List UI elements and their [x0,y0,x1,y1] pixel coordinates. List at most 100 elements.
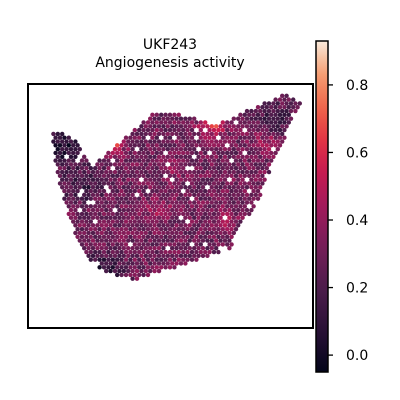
spot [236,177,241,182]
spot [174,261,179,266]
spot [82,223,87,228]
spot [251,188,256,194]
spot [137,135,142,140]
spot [242,112,247,118]
spot [143,177,148,182]
spot [112,177,118,182]
spot [231,162,236,167]
spot [143,139,148,144]
spot [172,249,177,255]
spot [249,207,254,213]
spot [97,257,102,262]
spot [260,105,265,110]
spot [187,131,192,137]
spot [196,192,201,198]
spot [148,207,153,213]
spot [55,146,60,152]
spot [242,173,247,179]
spot [145,257,151,262]
spot [141,150,146,156]
spot [189,181,195,186]
spot [150,127,155,133]
spot [139,261,144,266]
spot [198,150,203,156]
spot [187,200,192,205]
spot [141,120,146,125]
spot [178,230,184,236]
spot [130,154,135,159]
spot [126,215,131,220]
spot [170,139,175,144]
spot [159,249,164,255]
spot [99,230,105,236]
spot [126,223,131,228]
spot [211,204,217,209]
spot [156,154,162,159]
spot [161,215,166,220]
spot [277,105,283,110]
spot [106,181,111,186]
spot [152,146,157,152]
spot [134,230,140,236]
spot [90,230,96,236]
spot [172,234,177,239]
spot [126,268,131,274]
spot [104,162,109,167]
spot [95,238,100,243]
spot [137,166,142,171]
spot [68,169,74,175]
spot [286,105,291,110]
spot [187,207,192,213]
spot [128,272,133,278]
spot [108,177,113,182]
spot [108,223,113,228]
spot [71,181,76,186]
spot [132,135,137,140]
spot [88,166,94,171]
spot [194,188,199,194]
spot [231,146,236,152]
spot [209,207,214,213]
spot [174,146,179,152]
spot [249,169,254,175]
spot [181,135,186,140]
spot [242,166,247,171]
spot [154,196,159,201]
spot [211,173,217,179]
spot [132,272,137,278]
spot [161,223,166,228]
spot [271,139,276,144]
spot [271,101,276,106]
spot [216,226,221,232]
spot [251,196,256,201]
spot-layer [51,93,302,281]
spot [145,127,151,133]
spot [181,181,186,186]
spot [205,246,210,251]
spot [196,177,201,182]
spot [187,238,192,243]
spot [126,200,131,205]
spot [178,139,184,144]
spot [209,162,214,167]
spot [200,215,206,220]
spot [112,185,118,190]
spot [68,215,74,220]
spot [132,265,137,270]
spot [101,196,107,201]
spot [163,196,168,201]
spot [227,207,232,213]
colorbar-tick-label: 0.6 [346,145,368,161]
spot [84,196,89,201]
spot [291,105,296,110]
spot [271,131,276,137]
spot [196,246,201,251]
spot [218,200,223,205]
spot [115,257,120,262]
spot [141,265,146,270]
spot [141,242,146,247]
spot [255,196,261,201]
spot [194,166,199,171]
spot [95,192,100,198]
spot [126,169,131,175]
